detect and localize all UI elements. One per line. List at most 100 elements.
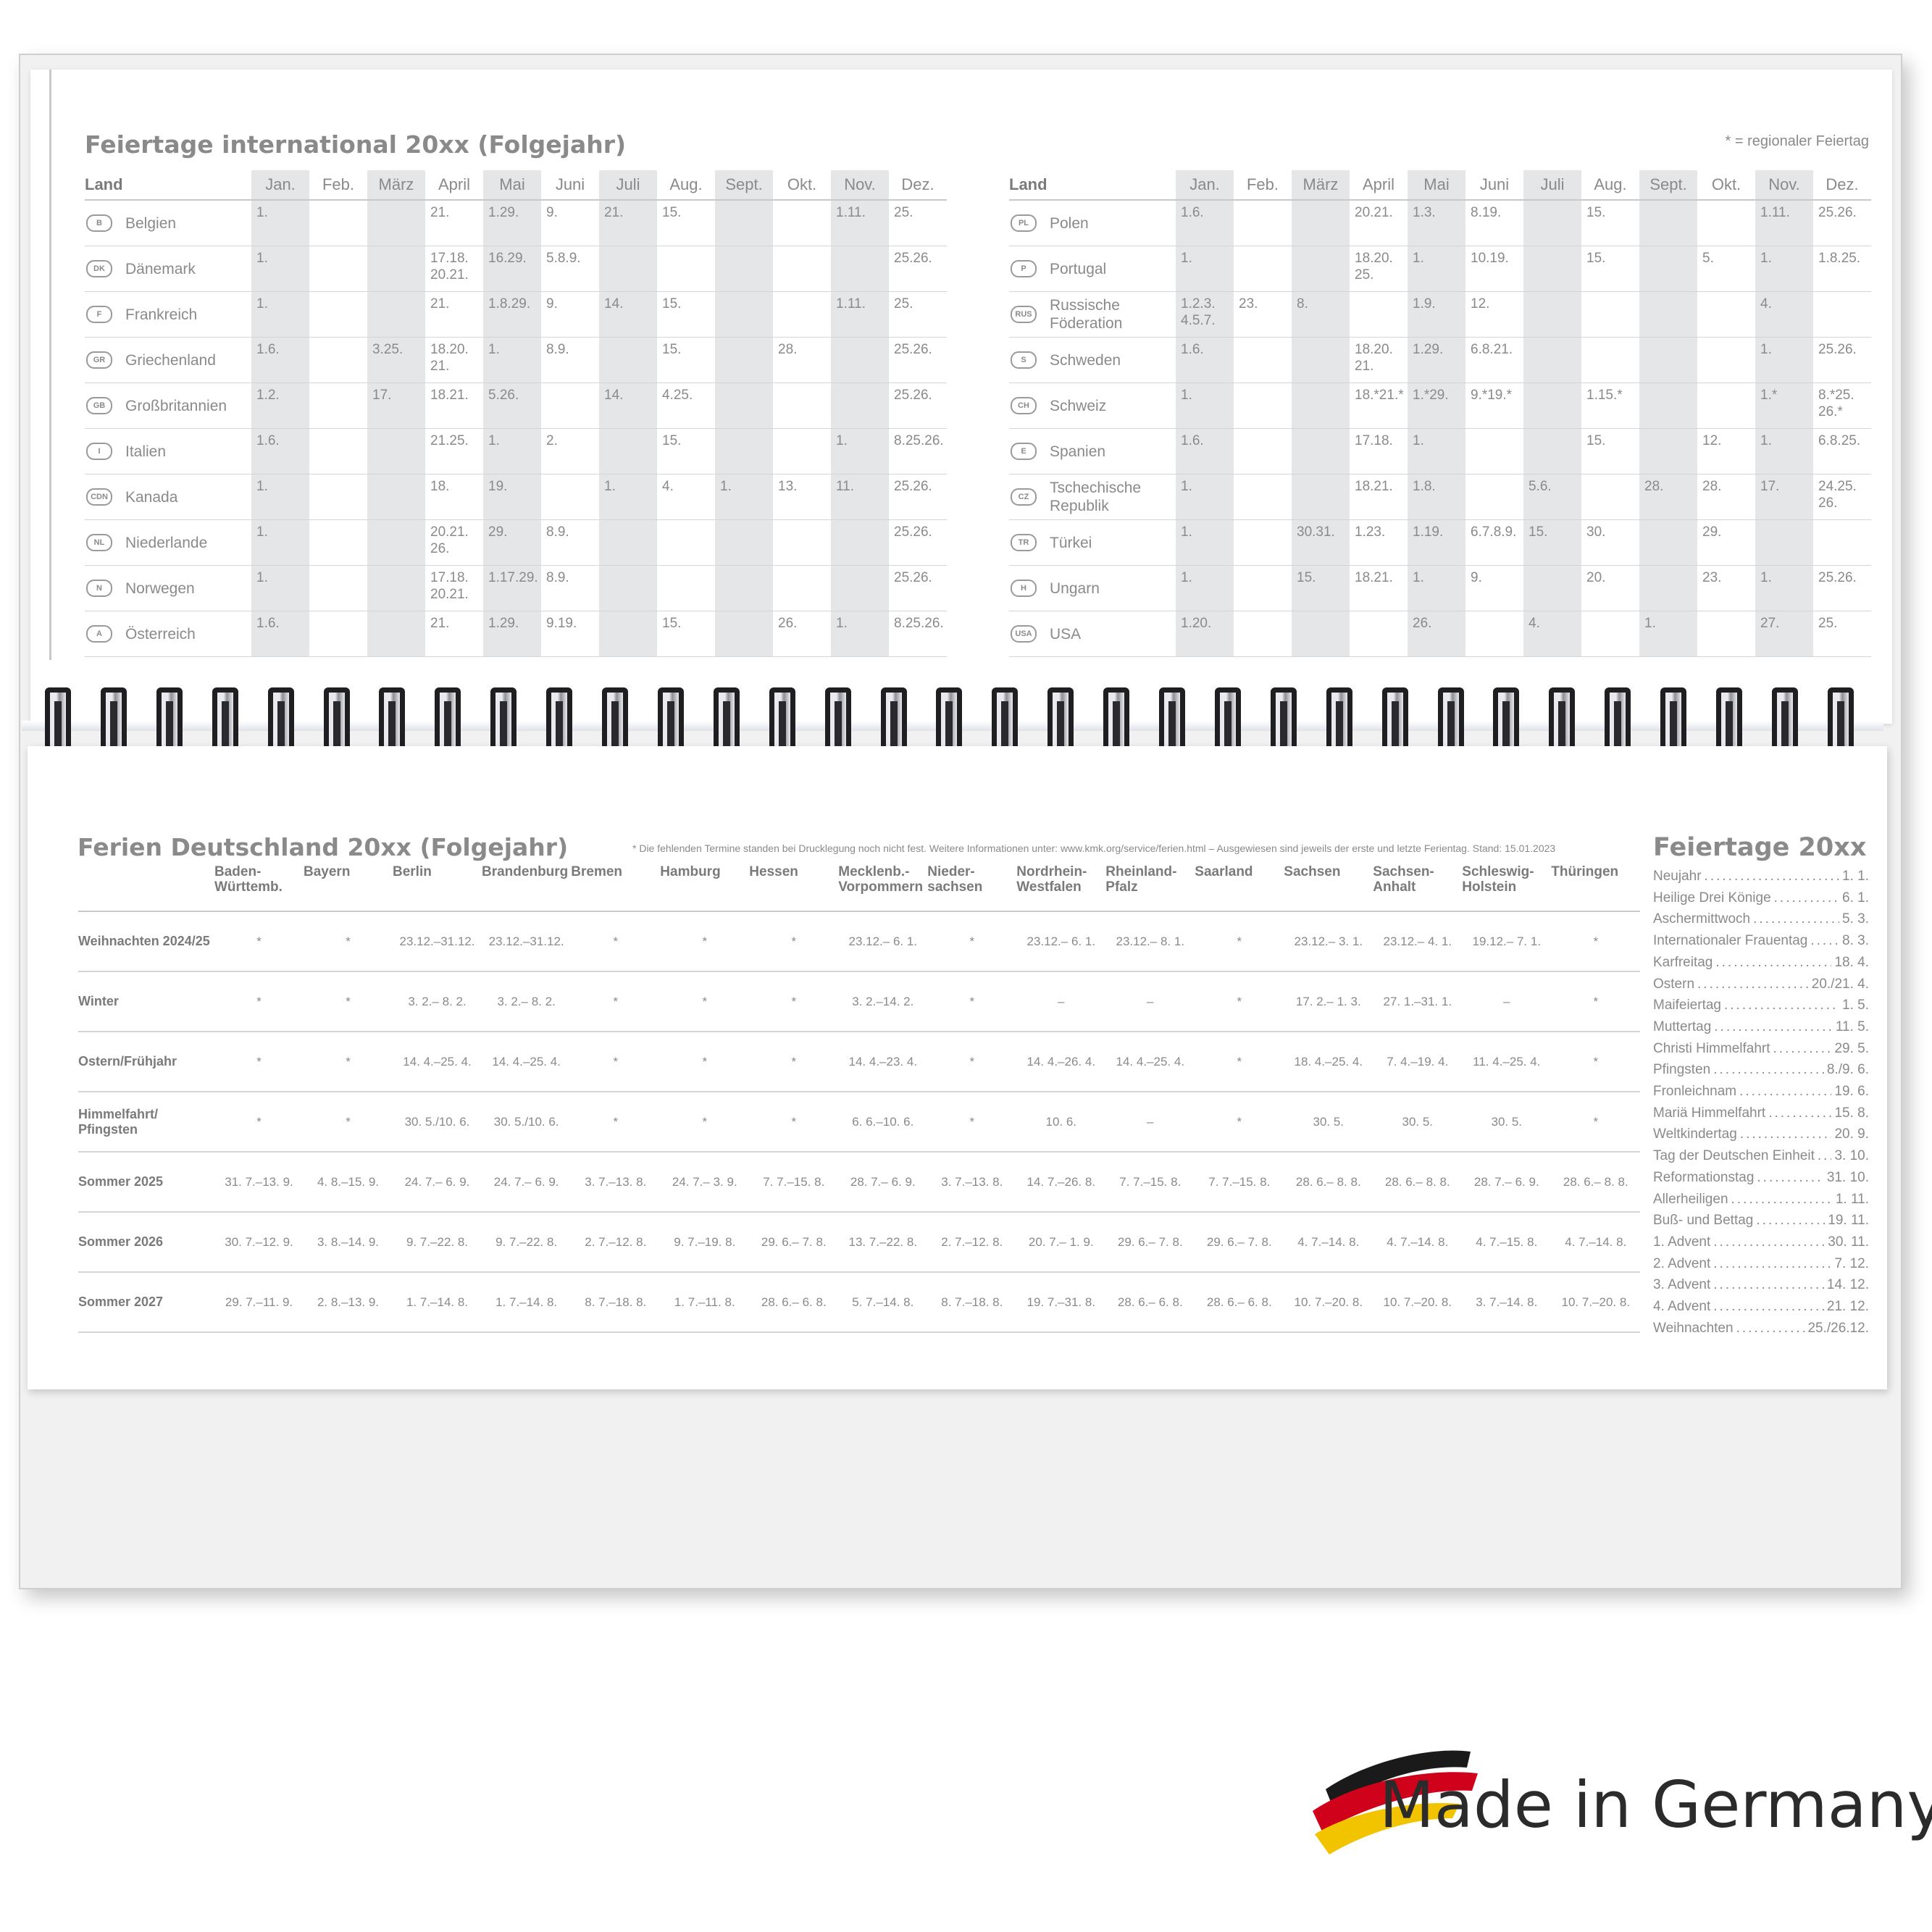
feiertag-date: 1. 1.: [1842, 869, 1869, 884]
holiday-cell: 4.: [1755, 291, 1813, 338]
ferien-cell: *: [927, 1032, 1017, 1092]
feiertag-name: Reformationstag: [1653, 1169, 1755, 1185]
ferien-cell: 1. 7.–11. 8.: [660, 1272, 750, 1333]
ferien-cell: 23.12.– 6. 1.: [838, 911, 928, 972]
country-name: Portugal: [1050, 260, 1107, 277]
feiertag-date: 20. 9.: [1834, 1126, 1869, 1142]
ferien-cell: *: [927, 971, 1017, 1032]
country-row: I Italien 1.6. 21.25. 1. 2. 15. 1. 8.25.26.: [85, 428, 947, 474]
ferien-cell: 28. 7.– 6. 9.: [838, 1152, 928, 1213]
holiday-cell: 18.21.: [1350, 565, 1408, 611]
month-header: Juli: [1523, 170, 1581, 201]
holiday-cell: 1.6.: [1176, 337, 1234, 383]
holiday-cell: 29.: [1697, 519, 1755, 566]
ferien-cell: 23.12.–31.12.: [393, 911, 482, 972]
feiertag-name: Weihnachten: [1653, 1320, 1734, 1336]
holiday-cell: 18.20. 21.: [425, 337, 483, 383]
feiertag-name: Maifeiertag: [1653, 998, 1721, 1013]
country-name: Dänemark: [125, 260, 196, 277]
ferien-row-label: Sommer 2027: [78, 1272, 214, 1333]
holiday-cell: [1813, 519, 1871, 566]
country-code-badge: CDN: [86, 488, 112, 506]
feiertag-date: 6. 1.: [1842, 890, 1869, 906]
country-row: N Norwegen 1. 17.18. 20.21. 1.17.29. 8.9. 25.2…: [85, 565, 947, 611]
country-row: GR Griechenland 1.6. 3.25. 18.20. 21. 1. 8.9. 1…: [85, 337, 947, 383]
holiday-cell: [1639, 200, 1697, 246]
holiday-cell: [309, 519, 367, 566]
feiertag-date: 8./9. 6.: [1826, 1062, 1869, 1078]
country-name: Kanada: [125, 488, 178, 506]
feiertag-date: 31. 10.: [1826, 1169, 1869, 1185]
ferien-cell: 20. 7.– 1. 9.: [1016, 1212, 1106, 1273]
holiday-cell: 18.: [425, 474, 483, 520]
country-code-badge: GR: [86, 351, 112, 369]
ferien-cell: 28. 6.– 6. 8.: [1195, 1272, 1284, 1333]
ferien-cell: –: [1105, 1092, 1195, 1153]
holiday-cell: [773, 565, 831, 611]
holiday-cell: 30.: [1581, 519, 1639, 566]
ferien-cell: *: [304, 971, 393, 1032]
ferien-cell: *: [660, 911, 750, 972]
holiday-cell: 1.: [1176, 246, 1234, 292]
feiertag-date: 14. 12.: [1826, 1277, 1869, 1293]
holiday-cell: 1.15.*: [1581, 382, 1639, 429]
country-name: Tschechische Republik: [1050, 480, 1142, 514]
holiday-cell: 28.: [773, 337, 831, 383]
holiday-cell: 20.: [1581, 565, 1639, 611]
holiday-cell: 8.: [1292, 291, 1350, 338]
holiday-cell: 9.: [541, 291, 599, 338]
holiday-cell: 25.26.: [889, 382, 947, 429]
feiertag-item: Karfreitag 18. 4.: [1653, 952, 1869, 974]
country-code-badge: A: [86, 625, 112, 643]
ferien-cell: 10. 7.–20. 8.: [1373, 1272, 1463, 1333]
holiday-cell: 17.18. 20.21.: [425, 565, 483, 611]
ferien-cell: 19. 7.–31. 8.: [1016, 1272, 1106, 1333]
holiday-cell: 4.25.: [657, 382, 715, 429]
holiday-cell: [715, 382, 773, 429]
holiday-cell: [1697, 291, 1755, 338]
country-cell: GB Großbritannien: [85, 382, 251, 429]
holiday-cell: [1523, 337, 1581, 383]
holiday-cell: [657, 565, 715, 611]
country-row: A Österreich 1.6. 21. 1.29. 9.19. 15. 26. 1. 8.25…: [85, 611, 947, 657]
feiertag-item: Weihnachten 25./26.12.: [1653, 1318, 1869, 1339]
ferien-cell: 23.12.– 3. 1.: [1284, 911, 1373, 972]
land-header: Land: [85, 170, 251, 201]
ferien-row-label: Sommer 2025: [78, 1152, 214, 1213]
holiday-cell: 8.25.26.: [889, 611, 947, 657]
feiertag-item: 3. Advent 14. 12.: [1653, 1274, 1869, 1296]
ferien-cell: 30. 5.: [1462, 1092, 1552, 1153]
top-page: Feiertage international 20xx (Folgejahr)…: [30, 70, 1892, 724]
holiday-cell: [715, 428, 773, 474]
ferien-cell: 19.12.– 7. 1.: [1462, 911, 1552, 972]
ferien-note: * Die fehlenden Termine standen bei Druc…: [632, 842, 1556, 854]
holiday-cell: 15.: [657, 428, 715, 474]
holiday-cell: 1.11.: [1755, 200, 1813, 246]
country-code-badge: CZ: [1011, 488, 1037, 506]
ferien-cell: *: [1195, 1032, 1284, 1092]
holiday-cell: 16.29.: [483, 246, 541, 292]
holiday-cell: [367, 428, 425, 474]
ferien-cell: 4. 7.–15. 8.: [1462, 1212, 1552, 1273]
holiday-cell: 9.: [541, 200, 599, 246]
holiday-cell: 1.: [1408, 246, 1465, 292]
country-row: CDN Kanada 1. 18. 19. 1. 4. 1. 13. 11. 25.26.: [85, 474, 947, 520]
holiday-cell: [1465, 474, 1523, 520]
feiertag-date: 19. 11.: [1828, 1213, 1869, 1229]
month-header: Mai: [483, 170, 541, 201]
holiday-cell: [309, 291, 367, 338]
ferien-cell: 6. 6.–10. 6.: [838, 1092, 928, 1153]
holiday-cell: [715, 337, 773, 383]
holiday-cell: [367, 611, 425, 657]
country-cell: RUS Russische Föderation: [1009, 291, 1176, 338]
country-row: E Spanien 1.6. 17.18. 1. 15. 12. 1. 6.8.25.: [1009, 428, 1871, 474]
country-cell: TR Türkei: [1009, 519, 1176, 566]
ferien-row-label: Winter: [78, 971, 214, 1032]
feiertag-name: Muttertag: [1653, 1019, 1712, 1034]
country-cell: N Norwegen: [85, 565, 251, 611]
holiday-cell: 1.: [1176, 474, 1234, 520]
country-cell: GR Griechenland: [85, 337, 251, 383]
holiday-cell: [1639, 565, 1697, 611]
feiertag-item: 1. Advent 30. 11.: [1653, 1231, 1869, 1253]
feiertag-name: 4. Advent: [1653, 1299, 1711, 1315]
